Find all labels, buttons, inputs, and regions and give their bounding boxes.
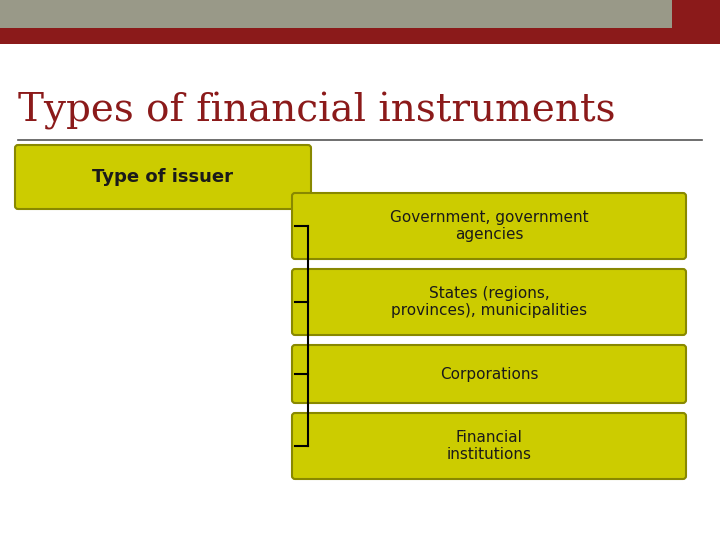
Text: Type of issuer: Type of issuer — [92, 168, 233, 186]
Bar — [0, 0, 720, 28]
FancyBboxPatch shape — [292, 345, 686, 403]
Text: States (regions,
provinces), municipalities: States (regions, provinces), municipalit… — [391, 286, 587, 318]
Bar — [0, 28, 720, 44]
Text: Types of financial instruments: Types of financial instruments — [18, 92, 616, 130]
Text: Financial
institutions: Financial institutions — [446, 430, 531, 462]
FancyBboxPatch shape — [292, 269, 686, 335]
Bar — [672, 0, 720, 28]
Text: Corporations: Corporations — [440, 367, 539, 381]
Text: Government, government
agencies: Government, government agencies — [390, 210, 588, 242]
FancyBboxPatch shape — [15, 145, 311, 209]
FancyBboxPatch shape — [292, 413, 686, 479]
FancyBboxPatch shape — [292, 193, 686, 259]
